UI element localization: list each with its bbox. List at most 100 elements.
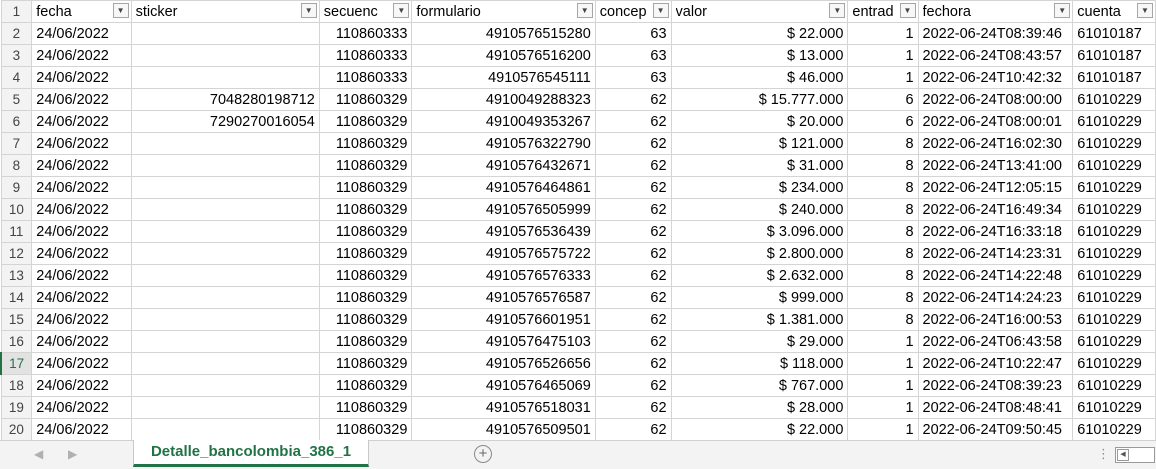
cell-entrada[interactable]: 8 xyxy=(847,154,919,177)
cell-fecha[interactable]: 24/06/2022 xyxy=(31,286,132,309)
cell-secuencia[interactable]: 110860333 xyxy=(318,44,413,67)
cell-sticker[interactable] xyxy=(130,308,320,331)
filter-dropdown-icon[interactable]: ▼ xyxy=(1137,3,1153,18)
cell-concepto[interactable]: 62 xyxy=(594,418,672,440)
cell-valor[interactable]: $ 999.000 xyxy=(670,286,849,309)
filter-dropdown-icon[interactable]: ▼ xyxy=(576,3,593,18)
cell-valor[interactable]: $ 29.000 xyxy=(670,330,849,353)
row-number[interactable]: 3 xyxy=(0,44,33,67)
row-number[interactable]: 6 xyxy=(0,110,33,133)
cell-formulario[interactable]: 4910576505999 xyxy=(411,198,596,221)
cell-entrada[interactable]: 1 xyxy=(847,418,919,440)
cell-valor[interactable]: $ 1.381.000 xyxy=(670,308,849,331)
cell-secuencia[interactable]: 110860329 xyxy=(318,352,413,375)
cell-entrada[interactable]: 8 xyxy=(847,264,919,287)
cell-sticker[interactable] xyxy=(130,242,320,265)
cell-fechora[interactable]: 2022-06-24T08:00:01 xyxy=(917,110,1074,133)
row-number[interactable]: 12 xyxy=(0,242,33,265)
row-number[interactable]: 16 xyxy=(0,330,33,353)
cell-sticker[interactable] xyxy=(130,286,320,309)
cell-valor[interactable]: $ 28.000 xyxy=(670,396,849,419)
cell-fechora[interactable]: 2022-06-24T09:50:45 xyxy=(917,418,1074,440)
cell-cuenta[interactable]: 61010229 xyxy=(1072,88,1156,111)
cell-valor[interactable]: $ 13.000 xyxy=(670,44,849,67)
cell-secuencia[interactable]: 110860329 xyxy=(318,242,413,265)
cell-cuenta[interactable]: 61010229 xyxy=(1072,308,1156,331)
cell-fechora[interactable]: 2022-06-24T16:49:34 xyxy=(917,198,1074,221)
cell-secuencia[interactable]: 110860329 xyxy=(318,88,413,111)
cell-secuencia[interactable]: 110860329 xyxy=(318,110,413,133)
cell-formulario[interactable]: 4910576322790 xyxy=(411,132,596,155)
cell-fechora[interactable]: 2022-06-24T10:42:32 xyxy=(917,66,1074,89)
cell-secuencia[interactable]: 110860329 xyxy=(318,264,413,287)
cell-sticker[interactable]: 7048280198712 xyxy=(130,88,320,111)
cell-cuenta[interactable]: 61010187 xyxy=(1072,66,1156,89)
cell-sticker[interactable] xyxy=(130,374,320,397)
cell-entrada[interactable]: 1 xyxy=(847,374,919,397)
cell-valor[interactable]: $ 22.000 xyxy=(670,418,849,440)
cell-valor[interactable]: $ 46.000 xyxy=(670,66,849,89)
cell-valor[interactable]: $ 121.000 xyxy=(670,132,849,155)
cell-fecha[interactable]: 24/06/2022 xyxy=(31,220,132,243)
cell-formulario[interactable]: 4910576601951 xyxy=(411,308,596,331)
cell-secuencia[interactable]: 110860329 xyxy=(318,176,413,199)
cell-secuencia[interactable]: 110860329 xyxy=(318,308,413,331)
cell-sticker[interactable] xyxy=(130,66,320,89)
cell-sticker[interactable] xyxy=(130,132,320,155)
cell-cuenta[interactable]: 61010229 xyxy=(1072,352,1156,375)
cell-concepto[interactable]: 62 xyxy=(594,154,672,177)
cell-entrada[interactable]: 1 xyxy=(847,330,919,353)
cell-fecha[interactable]: 24/06/2022 xyxy=(31,396,132,419)
cell-fecha[interactable]: 24/06/2022 xyxy=(31,110,132,133)
cell-concepto[interactable]: 62 xyxy=(594,110,672,133)
row-number[interactable]: 10 xyxy=(0,198,33,221)
cell-concepto[interactable]: 63 xyxy=(594,44,672,67)
filter-dropdown-icon[interactable]: ▼ xyxy=(829,3,846,18)
row-number[interactable]: 8 xyxy=(0,154,33,177)
cell-valor[interactable]: $ 3.096.000 xyxy=(670,220,849,243)
cell-valor[interactable]: $ 240.000 xyxy=(670,198,849,221)
cell-formulario[interactable]: 4910576576333 xyxy=(411,264,596,287)
row-number[interactable]: 13 xyxy=(0,264,33,287)
cell-concepto[interactable]: 62 xyxy=(594,330,672,353)
row-number[interactable]: 18 xyxy=(0,374,33,397)
cell-concepto[interactable]: 62 xyxy=(594,132,672,155)
cell-entrada[interactable]: 1 xyxy=(847,44,919,67)
column-header-formulario[interactable]: formulario ▼ xyxy=(411,0,596,23)
cell-formulario[interactable]: 4910049353267 xyxy=(411,110,596,133)
cell-cuenta[interactable]: 61010229 xyxy=(1072,374,1156,397)
cell-formulario[interactable]: 4910576432671 xyxy=(411,154,596,177)
cell-valor[interactable]: $ 22.000 xyxy=(670,22,849,45)
cell-sticker[interactable] xyxy=(130,198,320,221)
cell-secuencia[interactable]: 110860329 xyxy=(318,154,413,177)
cell-fechora[interactable]: 2022-06-24T08:39:46 xyxy=(917,22,1074,45)
cell-cuenta[interactable]: 61010229 xyxy=(1072,242,1156,265)
row-number[interactable]: 15 xyxy=(0,308,33,331)
cell-fecha[interactable]: 24/06/2022 xyxy=(31,242,132,265)
cell-fecha[interactable]: 24/06/2022 xyxy=(31,264,132,287)
column-header-fecha[interactable]: fecha ▼ xyxy=(31,0,132,23)
row-number[interactable]: 4 xyxy=(0,66,33,89)
cell-entrada[interactable]: 6 xyxy=(847,88,919,111)
cell-formulario[interactable]: 4910576464861 xyxy=(411,176,596,199)
cell-concepto[interactable]: 62 xyxy=(594,308,672,331)
cell-cuenta[interactable]: 61010229 xyxy=(1072,132,1156,155)
cell-fechora[interactable]: 2022-06-24T06:43:58 xyxy=(917,330,1074,353)
column-header-sticker[interactable]: sticker ▼ xyxy=(130,0,320,23)
cell-entrada[interactable]: 8 xyxy=(847,242,919,265)
cell-fecha[interactable]: 24/06/2022 xyxy=(31,132,132,155)
row-number[interactable]: 11 xyxy=(0,220,33,243)
cell-sticker[interactable] xyxy=(130,220,320,243)
cell-fechora[interactable]: 2022-06-24T14:23:31 xyxy=(917,242,1074,265)
cell-entrada[interactable]: 8 xyxy=(847,132,919,155)
cell-fechora[interactable]: 2022-06-24T08:48:41 xyxy=(917,396,1074,419)
cell-valor[interactable]: $ 118.000 xyxy=(670,352,849,375)
cell-secuencia[interactable]: 110860329 xyxy=(318,396,413,419)
row-number[interactable]: 17 xyxy=(0,352,33,375)
column-header-valor[interactable]: valor ▼ xyxy=(670,0,849,23)
cell-valor[interactable]: $ 234.000 xyxy=(670,176,849,199)
cell-sticker[interactable] xyxy=(130,352,320,375)
cell-entrada[interactable]: 1 xyxy=(847,352,919,375)
cell-formulario[interactable]: 4910576465069 xyxy=(411,374,596,397)
cell-fecha[interactable]: 24/06/2022 xyxy=(31,176,132,199)
